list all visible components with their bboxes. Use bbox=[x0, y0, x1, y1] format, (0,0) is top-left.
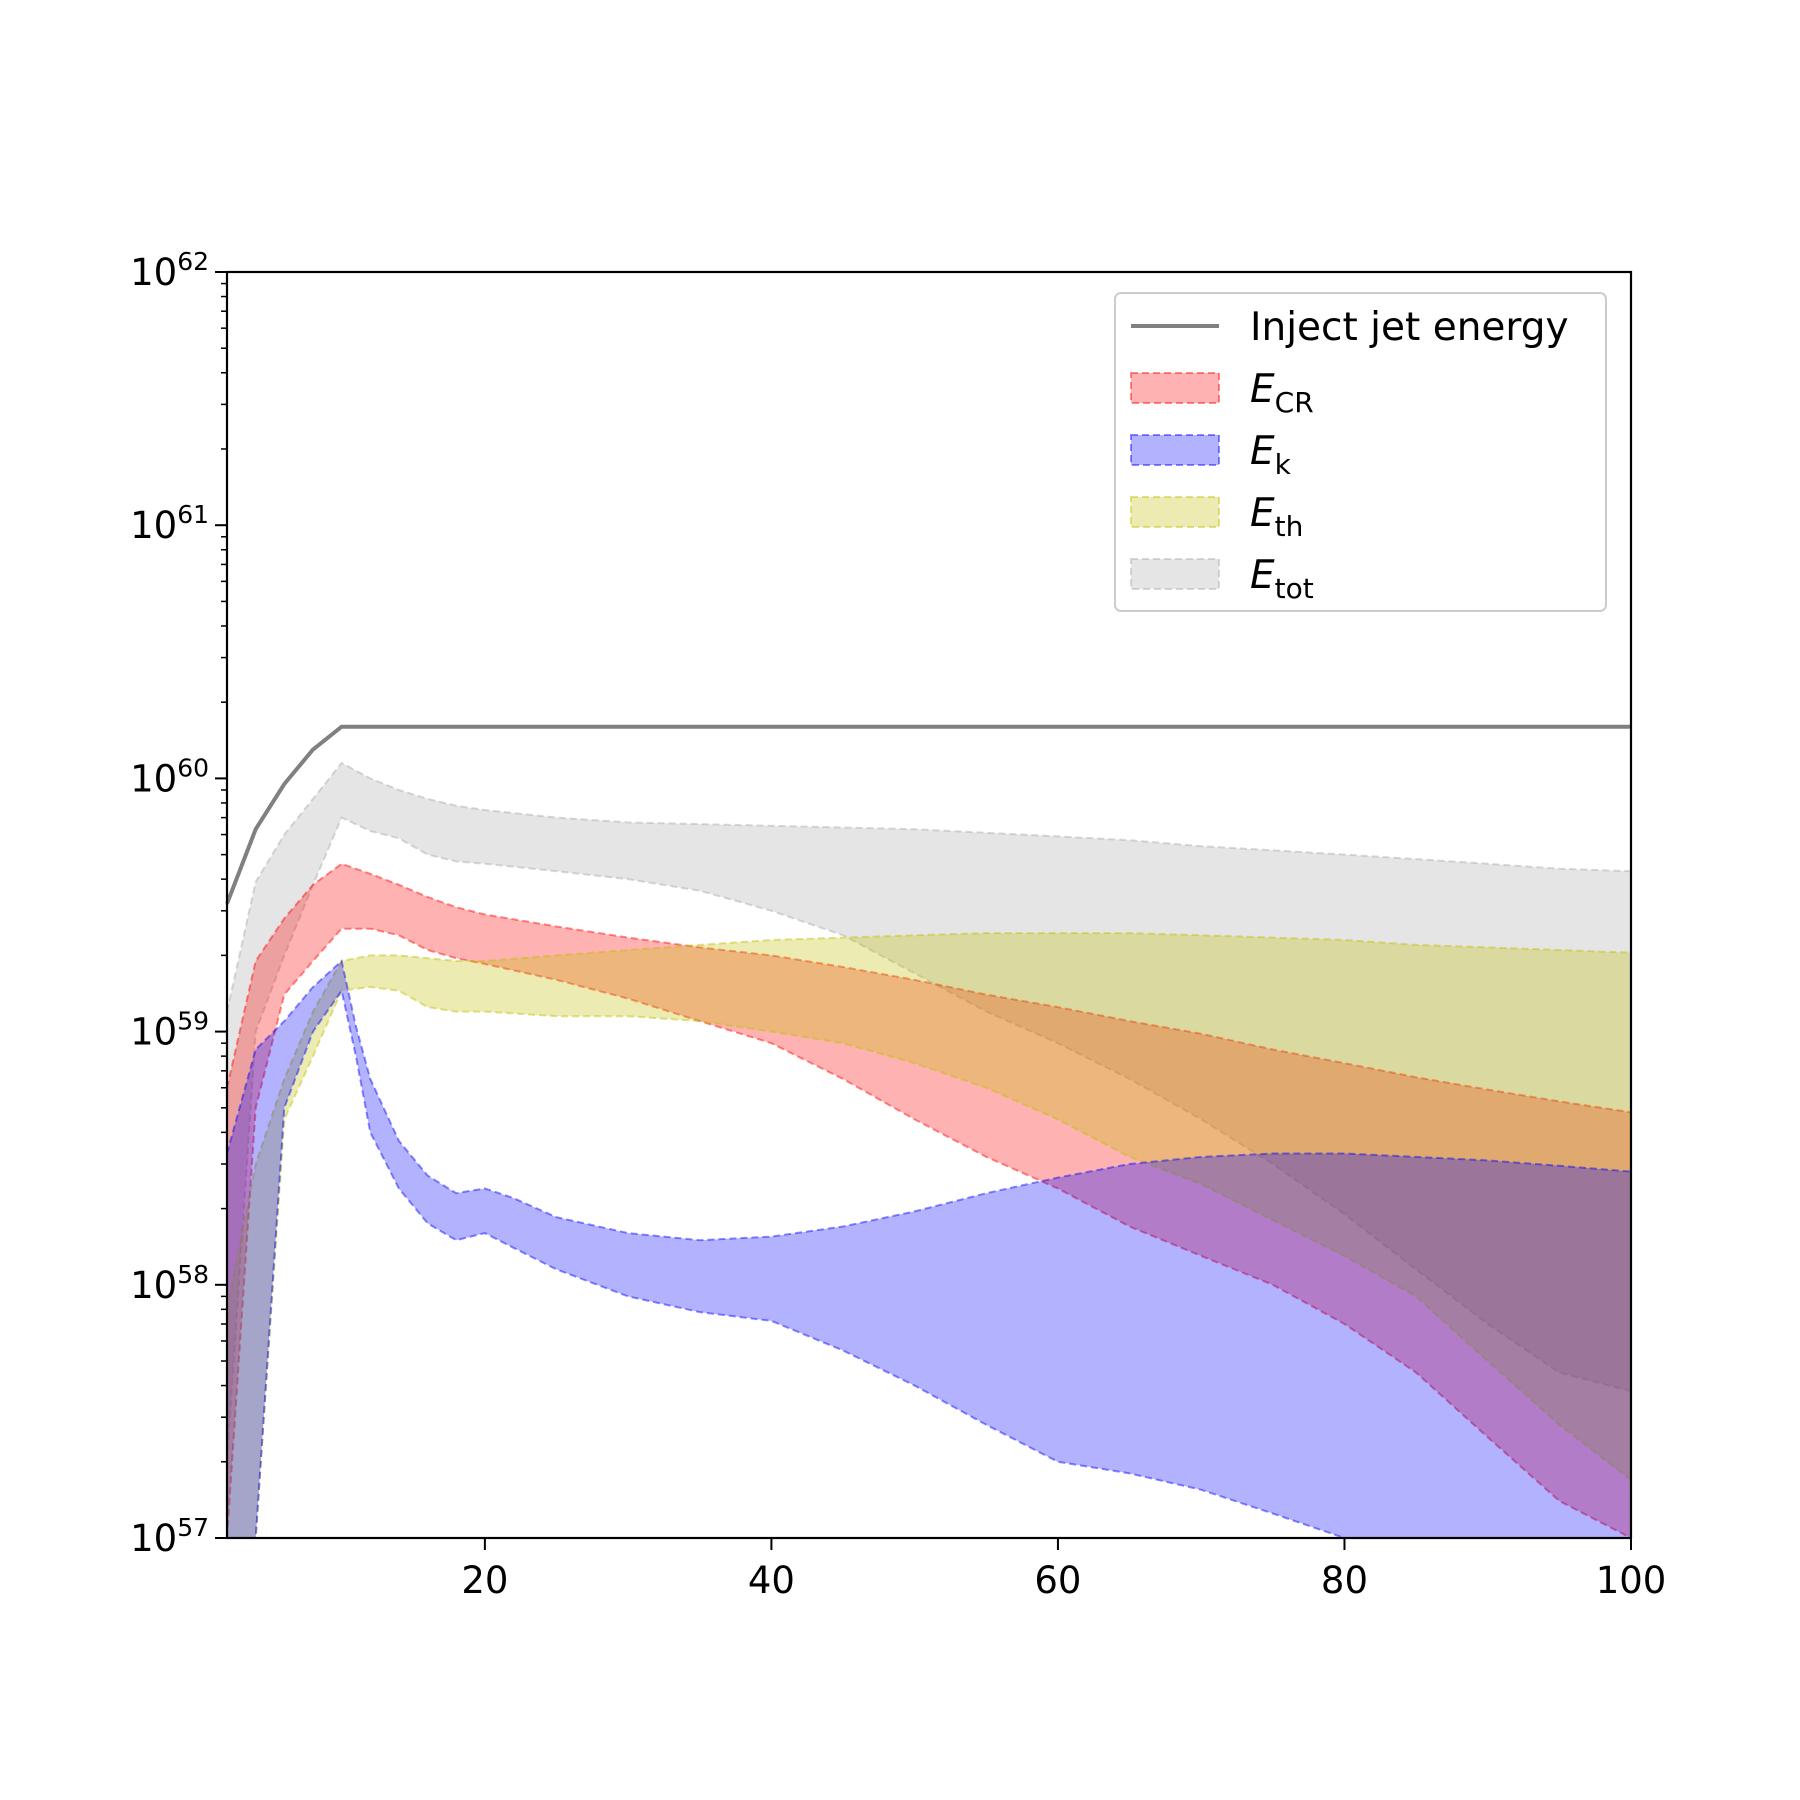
band-e-k-lower-edge bbox=[227, 988, 1631, 1539]
plot-frame bbox=[225, 270, 1633, 1540]
y-tick-label: 1058 bbox=[130, 1260, 209, 1307]
legend-label-e-th: Eth bbox=[1250, 491, 1303, 543]
band-e-cr-lower-edge bbox=[226, 927, 1632, 1539]
y-tick-label: 1059 bbox=[130, 1007, 209, 1054]
legend-label-symbol: E bbox=[1250, 367, 1275, 412]
legend-label-subscript: tot bbox=[1275, 572, 1314, 605]
legend-label-symbol: E bbox=[1250, 491, 1275, 536]
legend-label-e-k: Ek bbox=[1250, 429, 1292, 481]
y-tick-base: 10 bbox=[130, 757, 177, 800]
legend-label-subscript: k bbox=[1275, 448, 1292, 481]
y-tick-exp: 62 bbox=[177, 247, 209, 276]
y-tick-base: 10 bbox=[130, 504, 177, 547]
band-e-cr-upper-edge bbox=[226, 862, 1632, 1114]
y-tick-exp: 59 bbox=[177, 1007, 209, 1036]
series-line-inject-jet-energy bbox=[225, 724, 1631, 905]
legend-box bbox=[1114, 292, 1607, 612]
band-layer bbox=[226, 761, 1632, 1539]
legend-label-subscript: th bbox=[1275, 510, 1304, 543]
legend-label-e-cr: ECR bbox=[1250, 367, 1314, 419]
y-tick-label: 1060 bbox=[130, 753, 209, 800]
legend-swatch-e-tot bbox=[1130, 558, 1220, 590]
legend-label-symbol: E bbox=[1250, 553, 1275, 598]
band-e-k bbox=[227, 961, 1631, 1538]
line-layer bbox=[225, 724, 1631, 905]
y-tick-base: 10 bbox=[130, 1517, 177, 1560]
legend-label-subscript: CR bbox=[1275, 386, 1314, 419]
legend-swatch-e-cr bbox=[1130, 372, 1220, 404]
y-tick-label: 1062 bbox=[130, 247, 209, 294]
x-tick-label: 20 bbox=[461, 1559, 508, 1602]
legend-swatch-e-th bbox=[1130, 496, 1220, 528]
y-tick-label: 1061 bbox=[130, 500, 209, 547]
legend-swatch-e-k bbox=[1130, 434, 1220, 466]
y-tick-base: 10 bbox=[130, 1011, 177, 1054]
x-tick-label: 40 bbox=[748, 1559, 795, 1602]
band-e-th bbox=[227, 933, 1631, 1538]
x-tick-label: 80 bbox=[1321, 1559, 1368, 1602]
legend-label-inject-jet-energy: Inject jet energy bbox=[1250, 305, 1569, 350]
y-tick-exp: 60 bbox=[177, 753, 209, 782]
legend-label-e-tot: Etot bbox=[1250, 553, 1314, 605]
x-tick-label: 60 bbox=[1034, 1559, 1081, 1602]
band-e-th-upper-edge bbox=[226, 932, 1632, 1310]
y-tick-base: 10 bbox=[130, 1264, 177, 1307]
legend-label-symbol: E bbox=[1250, 429, 1275, 474]
x-axis: 20 40 60 80 100 bbox=[461, 1538, 1666, 1602]
y-tick-label: 1057 bbox=[130, 1513, 209, 1560]
band-e-k-upper-edge bbox=[226, 959, 1632, 1242]
y-tick-exp: 58 bbox=[177, 1260, 209, 1289]
band-e-tot bbox=[227, 763, 1631, 1462]
band-e-th-lower-edge bbox=[227, 985, 1632, 1539]
y-tick-exp: 57 bbox=[177, 1513, 209, 1542]
x-tick-label: 100 bbox=[1596, 1559, 1667, 1602]
band-e-tot-lower-edge bbox=[226, 816, 1632, 1462]
band-e-tot-upper-edge bbox=[226, 761, 1632, 1012]
y-tick-exp: 61 bbox=[177, 500, 209, 529]
y-tick-base: 10 bbox=[130, 251, 177, 294]
band-e-cr bbox=[227, 863, 1631, 1538]
